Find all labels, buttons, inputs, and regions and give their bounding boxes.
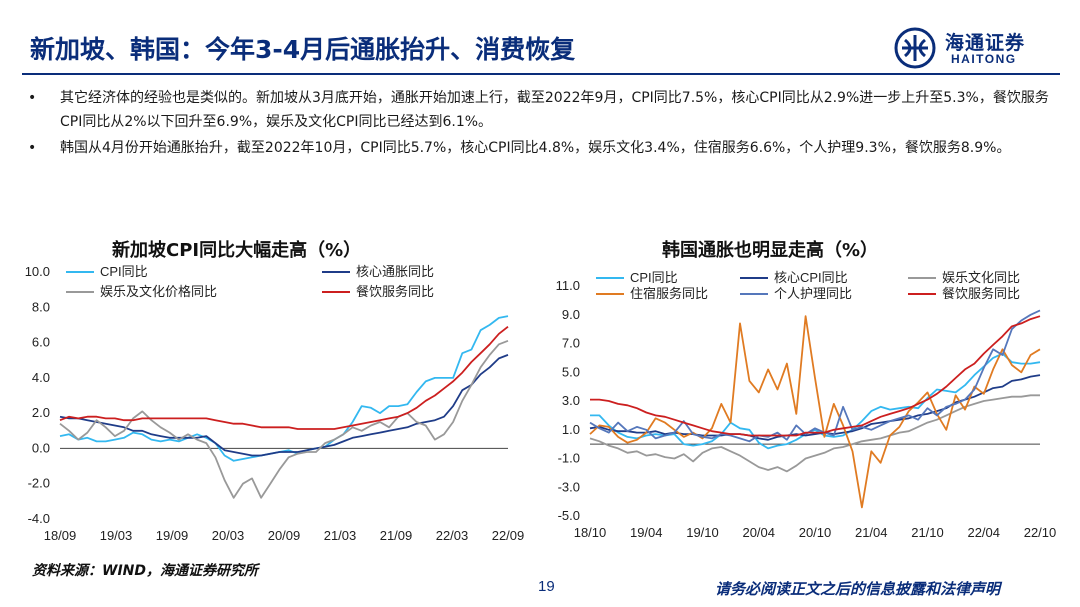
bullet-text-korea: 韩国从4月份开始通胀抬升，截至2022年10月，CPI同比5.7%，核心CPI同… — [60, 140, 1011, 156]
bullet-dot: • — [28, 140, 37, 156]
series-line-3 — [589, 315, 1041, 509]
haitong-emblem-icon — [894, 27, 936, 69]
chart-title-korea: 韩国通胀也明显走高（%） — [662, 240, 879, 261]
x-tick-label: 18/09 — [44, 528, 77, 543]
x-tick-label: 18/10 — [574, 525, 607, 540]
y-tick-label: 3.0 — [562, 393, 580, 408]
x-tick-label: 21/09 — [380, 528, 413, 543]
legend-label: 餐饮服务同比 — [942, 286, 1020, 301]
series-line-2 — [59, 339, 509, 499]
x-tick-label: 21/03 — [324, 528, 357, 543]
legend-label: CPI同比 — [100, 264, 148, 279]
y-tick-label: -4.0 — [28, 511, 50, 526]
x-tick-label: 22/04 — [967, 525, 1000, 540]
page-number: 19 — [538, 578, 555, 595]
legend-label: 娱乐文化同比 — [942, 270, 1020, 285]
x-tick-label: 21/04 — [855, 525, 888, 540]
x-tick-label: 20/04 — [742, 525, 775, 540]
title-divider — [22, 73, 1060, 75]
y-tick-label: 9.0 — [562, 307, 580, 322]
y-tick-label: 4.0 — [32, 370, 50, 385]
y-tick-label: -1.0 — [558, 451, 580, 466]
bullet-text-singapore: 其它经济体的经验也是类似的。新加坡从3月底开始，通胀开始加速上行，截至2022年… — [60, 90, 1049, 130]
y-tick-label: 1.0 — [562, 422, 580, 437]
x-tick-label: 22/03 — [436, 528, 469, 543]
logo-english-text: HAITONG — [951, 52, 1017, 66]
source-note: 资料来源：WIND，海通证券研究所 — [32, 563, 258, 579]
korea-cpi-chart: 11.0 9.0 7.0 5.0 3.0 1.0 -1.0 -3.0 -5.0 18/10 19/0… — [556, 270, 1057, 540]
y-tick-label: 8.0 — [32, 299, 50, 314]
series-line-3 — [59, 325, 509, 430]
x-tick-label: 19/09 — [156, 528, 189, 543]
x-tick-label: 21/10 — [911, 525, 944, 540]
legend-label: 个人护理同比 — [774, 286, 852, 301]
legend-label: 住宿服务同比 — [630, 286, 708, 301]
chart-title-singapore: 新加坡CPI同比大幅走高（%） — [112, 240, 362, 261]
page-title: 新加坡、韩国：今年3-4月后通胀抬升、消费恢复 — [30, 35, 576, 64]
x-tick-label: 20/03 — [212, 528, 245, 543]
x-tick-label: 20/09 — [268, 528, 301, 543]
y-tick-label: 0.0 — [32, 440, 50, 455]
y-tick-label: 7.0 — [562, 336, 580, 351]
x-tick-label: 22/10 — [1024, 525, 1057, 540]
y-tick-label: 2.0 — [32, 405, 50, 420]
series-line-2 — [589, 394, 1040, 473]
logo-chinese-text: 海通证券 — [945, 32, 1026, 54]
legend-label: 核心CPI同比 — [774, 270, 848, 285]
legend-label: 娱乐及文化价格同比 — [100, 284, 217, 299]
y-tick-label: -2.0 — [28, 476, 50, 491]
legend-label: CPI同比 — [630, 270, 678, 285]
y-tick-label: 5.0 — [562, 364, 580, 379]
x-tick-label: 20/10 — [799, 525, 832, 540]
bullet-item: • 其它经济体的经验也是类似的。新加坡从3月底开始，通胀开始加速上行，截至202… — [22, 86, 1062, 134]
bullet-dot: • — [28, 90, 37, 106]
y-tick-label: 10.0 — [25, 264, 50, 279]
singapore-cpi-chart: 10.0 8.0 6.0 4.0 2.0 0.0 -2.0 -4.0 18/09 19/03 19/… — [25, 264, 525, 543]
series-line-4 — [589, 309, 1041, 443]
x-tick-label: 19/10 — [686, 525, 719, 540]
y-tick-label: 11.0 — [556, 278, 580, 293]
haitong-logo: 海通证券 HAITONG — [893, 26, 1053, 70]
y-tick-label: 6.0 — [32, 335, 50, 350]
legend-label: 餐饮服务同比 — [356, 284, 434, 299]
series-line-1 — [59, 354, 509, 457]
bullet-item: • 韩国从4月份开始通胀抬升，截至2022年10月，CPI同比5.7%，核心CP… — [22, 136, 1062, 160]
series-line-5 — [590, 315, 1041, 437]
x-tick-label: 19/04 — [630, 525, 663, 540]
bullet-list: • 其它经济体的经验也是类似的。新加坡从3月底开始，通胀开始加速上行，截至202… — [22, 86, 1062, 160]
series-line-0 — [59, 315, 509, 462]
legend-label: 核心通胀同比 — [356, 264, 434, 279]
x-tick-label: 19/03 — [100, 528, 133, 543]
disclaimer-link[interactable]: 请务必阅读正文之后的信息披露和法律声明 — [715, 580, 1001, 598]
y-tick-label: -3.0 — [558, 479, 580, 494]
x-tick-label: 22/09 — [492, 528, 525, 543]
y-tick-label: -5.0 — [558, 508, 580, 523]
